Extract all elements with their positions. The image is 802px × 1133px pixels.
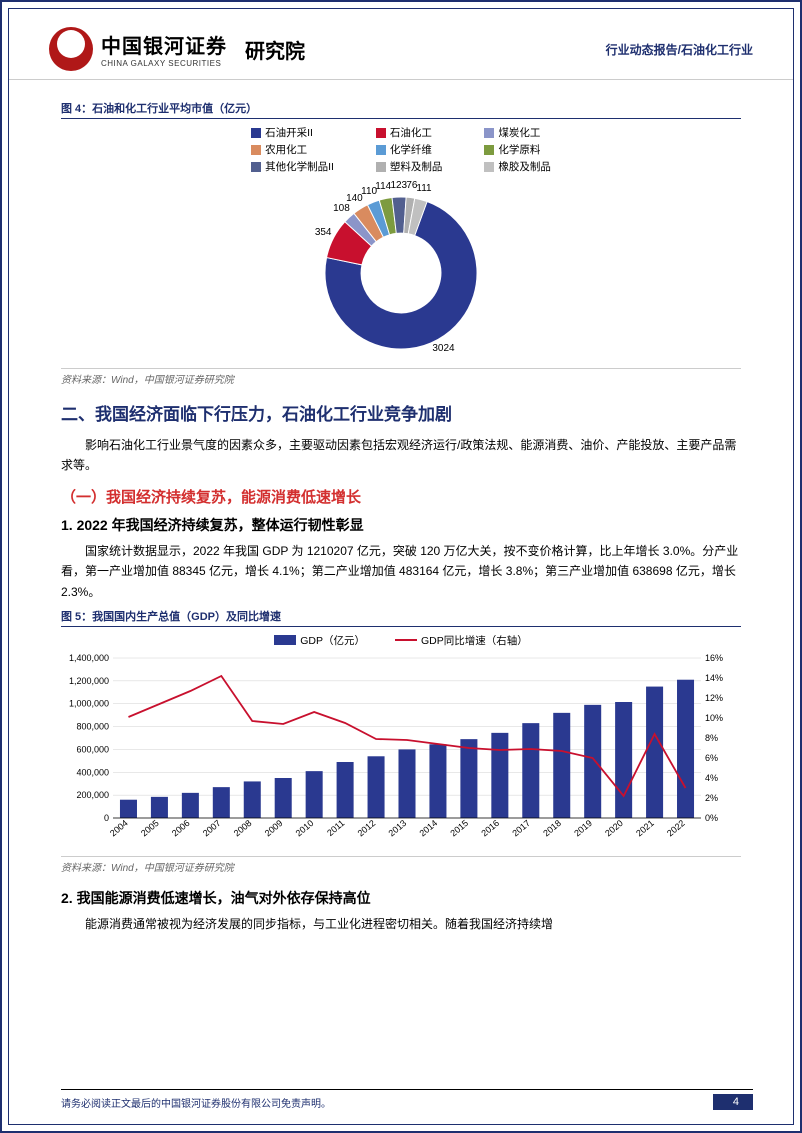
donut-value-label: 108 xyxy=(333,203,350,214)
svg-text:16%: 16% xyxy=(705,653,723,663)
svg-text:600,000: 600,000 xyxy=(76,744,109,754)
svg-text:4%: 4% xyxy=(705,773,718,783)
svg-text:2005: 2005 xyxy=(139,818,161,839)
svg-text:0: 0 xyxy=(104,813,109,823)
page-footer: 请务必阅读正文最后的中国银河证券股份有限公司免责声明。 4 xyxy=(61,1089,753,1110)
svg-text:2004: 2004 xyxy=(108,818,130,839)
svg-text:2021: 2021 xyxy=(634,818,656,839)
svg-text:2007: 2007 xyxy=(201,818,223,839)
svg-text:2022: 2022 xyxy=(665,818,687,839)
fig4-source: 资料来源：Wind，中国银河证券研究院 xyxy=(61,368,741,386)
donut-value-label: 111 xyxy=(416,183,431,194)
page-header: 中国银河证券 CHINA GALAXY SECURITIES 研究院 行业动态报… xyxy=(9,9,793,80)
svg-text:10%: 10% xyxy=(705,713,723,723)
section2-intro: 影响石油化工行业景气度的因素众多，主要驱动因素包括宏观经济运行/政策法规、能源消… xyxy=(61,435,741,476)
page-number: 4 xyxy=(713,1094,753,1110)
fig4-legend: 石油开采II 石油化工 煤炭化工农用化工 化学纤维 化学原料其他化学制品II 塑料及制品 橡… xyxy=(61,125,741,174)
svg-text:2014: 2014 xyxy=(417,818,439,839)
svg-text:2018: 2018 xyxy=(541,818,563,839)
fig4-title: 图 4：石油和化工行业平均市值（亿元） xyxy=(61,100,741,119)
header-right: 行业动态报告/石油化工行业 xyxy=(606,41,753,58)
legend-item: 农用化工 xyxy=(251,142,334,157)
fig5-legend: GDP（亿元） GDP同比增速（右轴） xyxy=(61,633,741,648)
legend-item: 化学原料 xyxy=(484,142,551,157)
svg-text:1,000,000: 1,000,000 xyxy=(69,699,109,709)
donut-value-label: 114 xyxy=(375,181,391,192)
svg-text:6%: 6% xyxy=(705,753,718,763)
sub1-title: （一）我国经济持续复苏，能源消费低速增长 xyxy=(61,486,741,507)
svg-text:2013: 2013 xyxy=(387,818,409,839)
svg-text:2011: 2011 xyxy=(325,818,346,838)
sub1-1-body: 国家统计数据显示，2022 年我国 GDP 为 1210207 亿元，突破 12… xyxy=(61,541,741,602)
fig5-legend-bar: GDP（亿元） xyxy=(300,633,365,648)
logo-cn: 中国银河证券 xyxy=(101,30,227,59)
fig5-source: 资料来源：Wind，中国银河证券研究院 xyxy=(61,856,741,874)
svg-text:400,000: 400,000 xyxy=(76,767,109,777)
svg-text:8%: 8% xyxy=(705,733,718,743)
svg-text:800,000: 800,000 xyxy=(76,722,109,732)
fig5-chart: 0 200,000 400,000 600,000 800,000 1,000,000 1,… xyxy=(61,652,741,852)
svg-text:2012: 2012 xyxy=(356,818,378,839)
footer-disclaimer: 请务必阅读正文最后的中国银河证券股份有限公司免责声明。 xyxy=(61,1095,331,1110)
svg-text:12%: 12% xyxy=(705,693,723,703)
logo-icon xyxy=(49,27,93,71)
svg-text:2010: 2010 xyxy=(294,818,316,839)
sub1-2-title: 2. 我国能源消费低速增长，油气对外依存保持高位 xyxy=(61,888,741,908)
svg-text:2%: 2% xyxy=(705,793,718,803)
fig4-chart: 302435410814011011412376111 xyxy=(61,178,741,368)
svg-text:2006: 2006 xyxy=(170,818,192,839)
svg-text:1,400,000: 1,400,000 xyxy=(69,653,109,663)
svg-text:2008: 2008 xyxy=(232,818,254,839)
fig5-legend-line: GDP同比增速（右轴） xyxy=(421,633,528,648)
fig5-title: 图 5：我国国内生产总值（GDP）及同比增速 xyxy=(61,608,741,627)
legend-item: 其他化学制品II xyxy=(251,159,334,174)
svg-text:200,000: 200,000 xyxy=(76,790,109,800)
svg-text:2015: 2015 xyxy=(448,818,470,839)
svg-text:2020: 2020 xyxy=(603,818,625,839)
donut-value-label: 354 xyxy=(315,227,332,238)
legend-item: 石油化工 xyxy=(376,125,443,140)
svg-text:2009: 2009 xyxy=(263,818,285,839)
svg-text:2017: 2017 xyxy=(510,818,532,839)
donut-value-label: 123 xyxy=(390,180,407,191)
svg-text:2016: 2016 xyxy=(479,818,501,839)
logo-en: CHINA GALAXY SECURITIES xyxy=(101,59,227,68)
legend-item: 橡胶及制品 xyxy=(484,159,551,174)
legend-item: 塑料及制品 xyxy=(376,159,443,174)
legend-item: 石油开采II xyxy=(251,125,334,140)
donut-value-label: 3024 xyxy=(432,343,454,354)
svg-text:1,200,000: 1,200,000 xyxy=(69,676,109,686)
svg-text:2019: 2019 xyxy=(572,818,594,839)
legend-item: 煤炭化工 xyxy=(484,125,551,140)
section2-title: 二、我国经济面临下行压力，石油化工行业竞争加剧 xyxy=(61,400,741,425)
svg-text:14%: 14% xyxy=(705,673,723,683)
svg-text:0%: 0% xyxy=(705,813,718,823)
sub1-2-body: 能源消费通常被视为经济发展的同步指标，与工业化进程密切相关。随着我国经济持续增 xyxy=(61,914,741,934)
sub1-1-title: 1. 2022 年我国经济持续复苏，整体运行韧性彰显 xyxy=(61,515,741,535)
legend-item: 化学纤维 xyxy=(376,142,443,157)
logo-dept: 研究院 xyxy=(245,35,305,64)
logo-block: 中国银河证券 CHINA GALAXY SECURITIES 研究院 xyxy=(49,27,305,71)
